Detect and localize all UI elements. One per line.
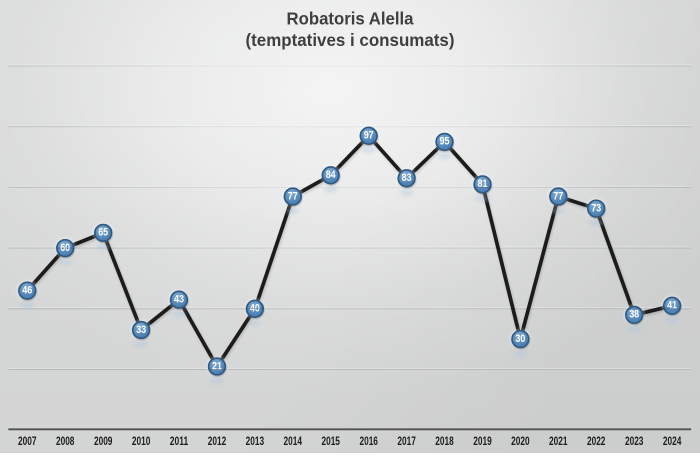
svg-text:2019: 2019	[473, 434, 492, 448]
svg-text:97: 97	[364, 130, 374, 142]
svg-text:2015: 2015	[321, 434, 340, 448]
svg-text:77: 77	[288, 190, 298, 202]
svg-text:2007: 2007	[18, 434, 37, 448]
svg-text:30: 30	[515, 333, 525, 345]
svg-text:60: 60	[60, 242, 70, 254]
svg-text:2022: 2022	[587, 434, 606, 448]
svg-text:2021: 2021	[549, 434, 568, 448]
svg-text:(temptatives i consumats): (temptatives i consumats)	[246, 30, 455, 50]
svg-text:95: 95	[440, 136, 450, 148]
svg-text:41: 41	[667, 300, 677, 312]
svg-text:2016: 2016	[359, 434, 378, 448]
svg-text:2009: 2009	[94, 434, 113, 448]
svg-text:84: 84	[326, 169, 336, 181]
svg-text:40: 40	[250, 303, 260, 315]
svg-text:2018: 2018	[435, 434, 454, 448]
svg-text:46: 46	[22, 284, 32, 296]
svg-text:38: 38	[629, 309, 639, 321]
svg-text:2010: 2010	[132, 434, 151, 448]
svg-text:2024: 2024	[663, 434, 682, 448]
svg-text:83: 83	[402, 172, 412, 184]
svg-text:2023: 2023	[625, 434, 644, 448]
svg-text:2013: 2013	[246, 434, 265, 448]
svg-text:65: 65	[98, 227, 108, 239]
svg-text:2017: 2017	[397, 434, 416, 448]
svg-text:2012: 2012	[208, 434, 227, 448]
svg-text:2014: 2014	[284, 434, 303, 448]
svg-text:2008: 2008	[56, 434, 75, 448]
svg-text:2011: 2011	[170, 434, 189, 448]
svg-text:77: 77	[553, 190, 563, 202]
svg-text:2020: 2020	[511, 434, 530, 448]
svg-text:Robatoris Alella: Robatoris Alella	[287, 9, 414, 29]
svg-text:43: 43	[174, 294, 184, 306]
svg-text:81: 81	[478, 178, 488, 190]
svg-text:33: 33	[136, 324, 146, 336]
svg-text:73: 73	[591, 202, 601, 214]
svg-text:21: 21	[212, 360, 222, 372]
